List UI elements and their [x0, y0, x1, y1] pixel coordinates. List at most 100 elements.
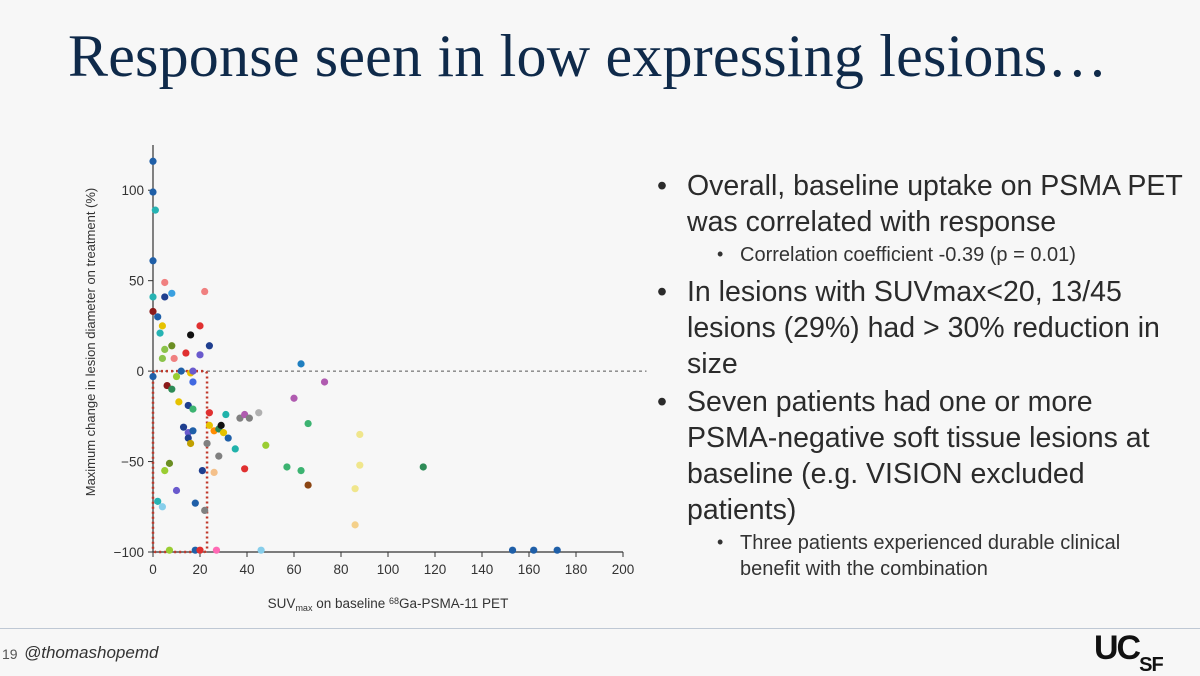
data-point	[149, 372, 157, 381]
bullet-marker: •	[657, 170, 667, 202]
data-point	[184, 434, 192, 442]
bullet-text: Overall, baseline uptake on PSMA PET was…	[687, 170, 1183, 238]
data-point	[508, 546, 517, 554]
data-point	[161, 278, 169, 287]
data-point	[172, 372, 181, 381]
y-tick-label: 50	[129, 274, 144, 289]
data-point	[156, 329, 164, 337]
data-point	[217, 421, 225, 429]
data-point	[189, 405, 197, 413]
data-point	[154, 313, 162, 321]
data-point	[304, 419, 312, 428]
data-point	[210, 468, 218, 477]
data-point	[219, 429, 228, 437]
data-point	[168, 289, 176, 297]
data-point	[553, 546, 561, 554]
x-tick-label: 80	[333, 562, 348, 577]
data-point	[149, 307, 157, 316]
data-point	[262, 441, 270, 449]
x-tick-label: 120	[424, 562, 447, 577]
x-axis-label-part: 68	[389, 596, 399, 606]
data-point	[196, 546, 204, 554]
data-point	[168, 342, 176, 350]
data-point	[290, 394, 298, 402]
slide-number: 19	[2, 646, 18, 662]
data-point	[170, 354, 178, 363]
y-axis-label: Maximum change in lesion diameter on tre…	[83, 188, 98, 497]
twitter-handle: @thomashopemd	[24, 643, 159, 662]
data-point	[179, 423, 188, 431]
data-point	[297, 360, 305, 368]
data-point	[161, 293, 169, 301]
x-tick-label: 140	[471, 562, 494, 577]
data-point	[283, 463, 291, 471]
footer-divider	[0, 628, 1200, 629]
data-point	[149, 293, 157, 301]
y-tick-label: −50	[121, 455, 144, 470]
data-point	[187, 331, 195, 339]
data-point	[222, 410, 230, 419]
data-point	[149, 188, 157, 196]
data-point	[351, 521, 359, 529]
data-point	[245, 414, 253, 422]
data-point	[241, 465, 249, 473]
x-tick-label: 180	[565, 562, 588, 577]
bullet-text: Correlation coefficient -0.39 (p = 0.01)	[740, 244, 1076, 266]
data-point	[212, 546, 221, 554]
data-point	[151, 206, 159, 214]
data-point	[297, 467, 305, 475]
data-point	[172, 486, 181, 495]
data-point	[224, 434, 232, 442]
data-point	[158, 322, 166, 330]
chart-labels: 0 20 40 60 80 100 120 140 160 180 200 −100 −50 0 50 100…	[83, 183, 634, 613]
x-tick-label: 40	[239, 562, 254, 577]
y-tick-label: 100	[121, 183, 144, 198]
logo-sub: SF	[1139, 654, 1164, 676]
data-point	[351, 485, 359, 493]
data-point	[154, 497, 162, 505]
slide-title: Response seen in low expressing lesions…	[68, 23, 1108, 89]
bullet-text: In lesions with SUVmax<20, 13/45 lesions…	[687, 276, 1160, 380]
data-point	[198, 467, 206, 475]
y-tick-label: −100	[114, 545, 144, 560]
data-point	[356, 430, 364, 439]
data-point	[187, 439, 195, 448]
bullet-item: • Overall, baseline uptake on PSMA PET wa…	[655, 168, 1185, 240]
data-point	[158, 503, 166, 511]
data-point	[205, 342, 213, 350]
data-point	[149, 257, 157, 265]
bullet-marker: •	[717, 532, 724, 552]
bullet-marker: •	[657, 386, 667, 418]
data-point	[201, 287, 209, 296]
y-tick-label: 0	[136, 364, 144, 379]
x-axis-label-part: SUV	[268, 596, 296, 611]
data-point	[177, 367, 185, 375]
data-point	[196, 322, 204, 330]
chart-axes	[148, 145, 647, 557]
data-point	[189, 378, 197, 386]
chart-points	[149, 157, 561, 554]
data-point	[149, 157, 157, 165]
data-point	[189, 427, 197, 435]
data-point	[203, 439, 211, 448]
sub-bullet-item: • Correlation coefficient -0.39 (p = 0.01…	[655, 242, 1185, 268]
x-tick-label: 100	[377, 562, 400, 577]
data-point	[205, 409, 213, 417]
data-point	[161, 345, 169, 354]
x-axis-label: SUVmax on baseline 68Ga-PSMA-11 PET	[268, 596, 509, 613]
logo-main: UC	[1094, 629, 1141, 667]
bullet-list: • Overall, baseline uptake on PSMA PET wa…	[655, 168, 1185, 588]
data-point	[196, 351, 204, 359]
x-axis-label-part: on baseline	[312, 596, 389, 611]
sub-bullet-item: • Three patients experienced durable clin…	[655, 530, 1185, 582]
data-point	[205, 421, 213, 429]
data-point	[255, 409, 263, 417]
data-point	[182, 349, 190, 357]
x-tick-label: 20	[192, 562, 207, 577]
bullet-marker: •	[717, 244, 724, 264]
data-point	[231, 445, 239, 453]
data-point	[530, 546, 538, 554]
x-tick-label: 60	[286, 562, 301, 577]
data-point	[189, 367, 197, 375]
